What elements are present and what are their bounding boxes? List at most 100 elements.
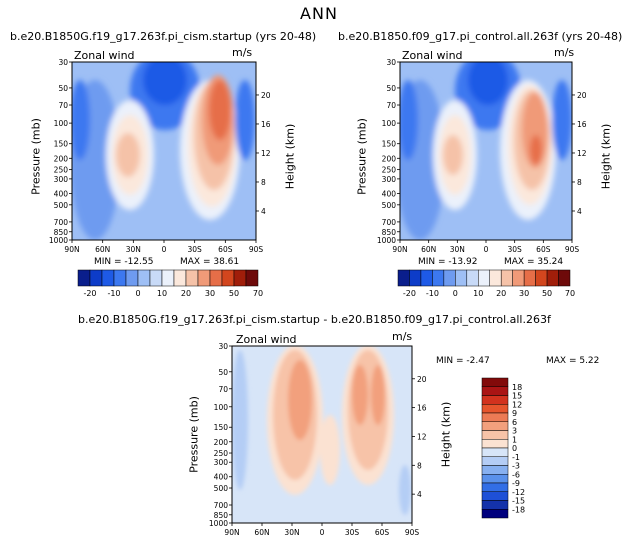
height-tick-label: 16 — [417, 404, 427, 413]
top-right-colorbar: -20 -10 0 10 20 30 50 70 — [397, 269, 575, 298]
y-tick-label: 300 — [54, 175, 69, 184]
top-left-ylabel: Pressure (mb) — [29, 118, 43, 195]
y-tick-label: 50 — [386, 84, 396, 93]
colorbar-label: 9 — [512, 409, 517, 418]
colorbar-label: 0 — [135, 289, 140, 298]
y-tick-label: 500 — [214, 484, 229, 493]
colorbar-swatch — [137, 269, 151, 287]
colorbar-label: -10 — [426, 289, 439, 298]
x-tick-label: 30N — [450, 245, 465, 254]
y-tick-label: 70 — [58, 101, 68, 110]
x-tick-label: 60S — [375, 528, 390, 537]
y-tick-label: 850 — [214, 511, 229, 520]
colorbar-swatch — [481, 395, 509, 405]
colorbar-label: -20 — [83, 289, 96, 298]
colorbar-swatch — [481, 447, 509, 457]
colorbar-label: 20 — [181, 289, 191, 298]
y-tick-label: 700 — [214, 501, 229, 510]
colorbar-label: 0 — [512, 444, 517, 453]
y-tick-label: 50 — [58, 84, 68, 93]
height-tick-label: 8 — [261, 178, 266, 187]
height-tick-label: 8 — [577, 178, 582, 187]
colorbar-swatch — [101, 269, 115, 287]
x-tick-label: 30S — [508, 245, 523, 254]
y-tick-label: 70 — [386, 101, 396, 110]
colorbar-swatch — [489, 269, 502, 287]
top-left-axes: 3050701001502002503004005007008501000481… — [49, 58, 271, 254]
y-tick-label: 850 — [54, 228, 69, 237]
height-tick-label: 16 — [577, 120, 587, 129]
colorbar-label: 30 — [205, 289, 215, 298]
colorbar-swatch — [466, 269, 479, 287]
x-tick-label: 0 — [162, 245, 167, 254]
colorbar-label: -9 — [512, 479, 520, 488]
colorbar-label: 10 — [157, 289, 167, 298]
y-tick-label: 30 — [58, 58, 68, 67]
colorbar-swatch — [149, 269, 163, 287]
colorbar-swatch — [481, 421, 509, 431]
colorbar-swatch — [209, 269, 223, 287]
bottom-field — [232, 346, 412, 523]
y-tick-label: 1000 — [209, 519, 228, 528]
main-title: ANN — [300, 4, 338, 23]
top-left-min-label: MIN = -12.55 — [94, 257, 154, 267]
colorbar-swatch — [481, 491, 509, 501]
colorbar-swatch — [535, 269, 548, 287]
bottom-ylabel-right: Height (km) — [439, 401, 453, 468]
colorbar-label: 70 — [253, 289, 263, 298]
colorbar-swatch — [397, 269, 410, 287]
y-tick-label: 30 — [218, 342, 228, 351]
x-tick-label: 30N — [284, 528, 299, 537]
height-tick-label: 4 — [261, 207, 266, 216]
colorbar-label: 0 — [453, 289, 458, 298]
colorbar-swatch — [443, 269, 456, 287]
colorbar-swatch — [481, 500, 509, 510]
top-right-variable-label: Zonal wind — [402, 49, 463, 62]
colorbar-label: -3 — [512, 462, 520, 471]
colorbar-swatch — [125, 269, 139, 287]
x-tick-label: 60S — [218, 245, 233, 254]
y-tick-label: 150 — [214, 423, 229, 432]
colorbar-swatch — [161, 269, 175, 287]
top-right-min-label: MIN = -13.92 — [418, 257, 478, 267]
top-left-units-label: m/s — [232, 46, 253, 59]
bottom-units-label: m/s — [392, 330, 413, 343]
top-left-field — [72, 62, 256, 240]
colorbar-swatch — [432, 269, 445, 287]
y-tick-label: 1000 — [377, 236, 396, 245]
y-tick-label: 850 — [382, 228, 397, 237]
x-tick-label: 90N — [224, 528, 239, 537]
x-tick-label: 0 — [484, 245, 489, 254]
top-right-ylabel-right: Height (km) — [599, 123, 613, 190]
y-tick-label: 100 — [214, 403, 229, 412]
colorbar-label: 12 — [512, 400, 522, 409]
top-left-max-label: MAX = 38.61 — [180, 257, 240, 267]
colorbar-label: -12 — [512, 488, 525, 497]
x-tick-label: 90N — [64, 245, 79, 254]
height-tick-label: 20 — [261, 91, 271, 100]
colorbar-swatch — [409, 269, 422, 287]
colorbar-label: 10 — [473, 289, 483, 298]
colorbar-label: -1 — [512, 453, 520, 462]
colorbar-swatch — [245, 269, 259, 287]
height-tick-label: 12 — [261, 149, 271, 158]
y-tick-label: 100 — [382, 119, 397, 128]
top-left-ylabel-right: Height (km) — [283, 123, 297, 190]
y-tick-label: 30 — [386, 58, 396, 67]
colorbar-swatch — [478, 269, 490, 287]
y-tick-label: 1000 — [49, 236, 68, 245]
colorbar-label: -6 — [512, 470, 520, 479]
height-tick-label: 4 — [577, 207, 582, 216]
colorbar-swatch — [481, 482, 509, 492]
x-tick-label: 60S — [536, 245, 551, 254]
colorbar-label: 3 — [512, 427, 517, 436]
colorbar-label: 70 — [565, 289, 575, 298]
colorbar-label: -15 — [512, 497, 525, 506]
colorbar-label: -20 — [403, 289, 416, 298]
y-tick-label: 400 — [382, 189, 397, 198]
y-tick-label: 200 — [54, 154, 69, 163]
x-tick-label: 30N — [126, 245, 141, 254]
y-tick-label: 250 — [382, 166, 397, 175]
colorbar-swatch — [89, 269, 103, 287]
